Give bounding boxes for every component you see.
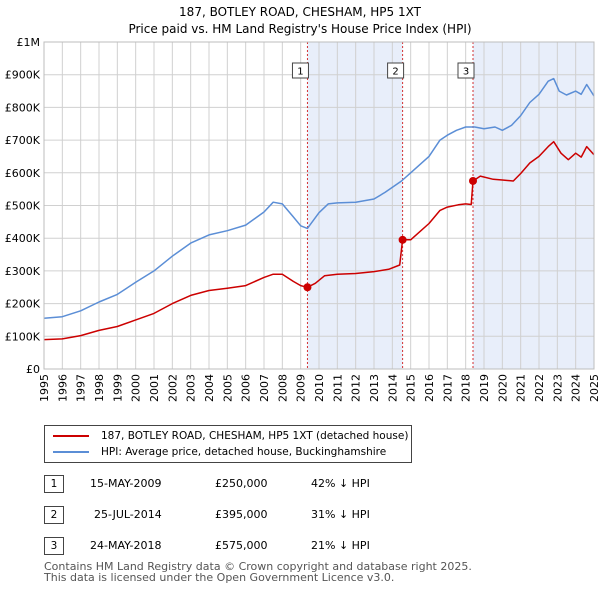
legend-item-hpi: HPI: Average price, detached house, Buck… [53, 444, 386, 460]
y-tick-label: £100K [5, 330, 41, 343]
x-tick-label: 2014 [386, 374, 399, 402]
marker-label: 1 [291, 62, 309, 79]
x-tick-label: 2010 [313, 374, 326, 402]
x-tick-label: 2005 [221, 374, 234, 402]
price-paid-line [43, 140, 595, 341]
transaction-hpi-diff: 31% ↓ HPI [311, 508, 370, 521]
x-tick-label: 1995 [38, 374, 51, 402]
hpi-line [43, 77, 595, 320]
transaction-price: £395,000 [215, 508, 268, 521]
transaction-number: 2 [44, 506, 64, 524]
x-tick-label: 2003 [185, 374, 198, 402]
x-tick-label: 2002 [166, 374, 179, 402]
x-tick-label: 2019 [478, 374, 491, 402]
transaction-date: 25-JUL-2014 [94, 508, 162, 521]
x-tick-label: 2011 [331, 374, 344, 402]
transaction-hpi-diff: 21% ↓ HPI [311, 539, 370, 552]
y-tick-label: £500K [5, 200, 41, 213]
transaction-date: 15-MAY-2009 [90, 477, 162, 490]
y-tick-label: £900K [5, 69, 41, 82]
x-tick-label: 1997 [75, 374, 88, 402]
footer-licence: This data is licensed under the Open Gov… [44, 571, 395, 584]
footer: Contains HM Land Registry data © Crown c… [44, 561, 472, 583]
transaction-price: £575,000 [215, 539, 268, 552]
marker-number: 1 [297, 67, 303, 78]
transaction-price: £250,000 [215, 477, 268, 490]
y-tick-label: £200K [5, 298, 41, 311]
y-tick-label: £0 [26, 363, 40, 376]
legend-item-price: 187, BOTLEY ROAD, CHESHAM, HP5 1XT (deta… [53, 428, 408, 444]
x-tick-label: 2009 [295, 374, 308, 402]
marker-number: 2 [392, 67, 398, 78]
legend-hpi-swatch [53, 451, 89, 453]
x-tick-label: 2008 [276, 374, 289, 402]
plot-frame [43, 41, 595, 370]
x-tick-label: 2006 [240, 374, 253, 402]
y-tick-label: £400K [5, 232, 41, 245]
y-tick-label: £1M [17, 36, 41, 49]
x-tick-label: 2004 [203, 374, 216, 402]
legend-hpi-label: HPI: Average price, detached house, Buck… [101, 446, 387, 458]
y-tick-label: £800K [5, 101, 41, 114]
sale-point [303, 283, 312, 292]
legend-price-swatch [53, 435, 89, 437]
legend-price-label: 187, BOTLEY ROAD, CHESHAM, HP5 1XT (deta… [101, 430, 409, 442]
x-tick-label: 2012 [350, 374, 363, 402]
transaction-date: 24-MAY-2018 [90, 539, 162, 552]
transaction-number: 3 [44, 537, 64, 555]
transaction-number: 1 [44, 475, 64, 493]
x-tick-label: 1999 [111, 374, 124, 402]
transaction-hpi-diff: 42% ↓ HPI [311, 477, 370, 490]
x-tick-label: 2023 [551, 374, 564, 402]
x-tick-label: 1998 [93, 374, 106, 402]
x-tick-label: 2000 [130, 374, 143, 402]
chart-title: 187, BOTLEY ROAD, CHESHAM, HP5 1XT [179, 5, 421, 19]
footer-copyright: Contains HM Land Registry data © Crown c… [44, 560, 472, 573]
x-tick-label: 2017 [441, 374, 454, 402]
marker-number: 3 [463, 67, 469, 78]
legend: 187, BOTLEY ROAD, CHESHAM, HP5 1XT (deta… [44, 425, 412, 463]
marker-label: 2 [387, 62, 405, 79]
sale-point [469, 176, 477, 185]
chart-subtitle: Price paid vs. HM Land Registry's House … [128, 22, 472, 36]
x-tick-label: 1996 [56, 374, 69, 402]
price-chart: £0 £100K £200K £300K £400K £500K £600K £700K £80… [5, 36, 600, 402]
x-tick-label: 2016 [423, 374, 436, 402]
marker-label: 3 [457, 62, 475, 79]
x-tick-label: 2018 [460, 374, 473, 402]
marker-box [457, 62, 475, 79]
sale-point [398, 235, 407, 244]
marker-box [387, 62, 405, 79]
marker-box [291, 62, 309, 79]
y-tick-label: £600K [5, 167, 41, 180]
x-tick-label: 2025 [588, 374, 600, 402]
x-tick-label: 2001 [148, 374, 161, 402]
x-tick-label: 2020 [496, 374, 509, 402]
y-tick-label: £700K [5, 134, 41, 147]
x-tick-label: 2024 [570, 374, 583, 402]
x-tick-label: 2007 [258, 374, 271, 402]
x-tick-label: 2013 [368, 374, 381, 402]
x-tick-label: 2021 [515, 374, 528, 402]
x-tick-label: 2015 [405, 374, 418, 402]
x-tick-label: 2022 [533, 374, 546, 402]
y-tick-label: £300K [5, 265, 41, 278]
